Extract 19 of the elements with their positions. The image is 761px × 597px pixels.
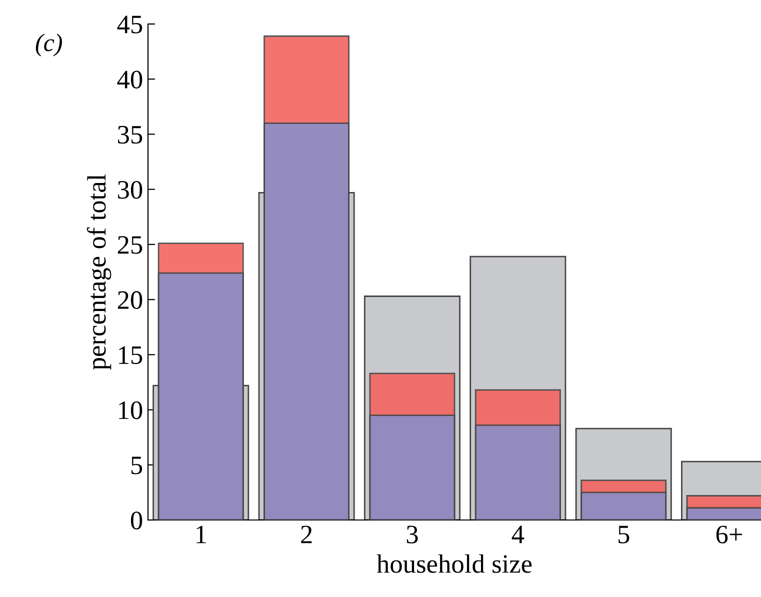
x-tick-label: 6+: [716, 526, 742, 544]
x-axis-title: household size: [376, 554, 532, 573]
y-tick-label: 25: [118, 236, 142, 254]
x-tick-label: 5: [618, 526, 630, 544]
y-tick-label: 15: [119, 346, 142, 364]
y-tick-label: 35: [118, 126, 142, 144]
x-tick-label: 2: [301, 526, 312, 544]
x-tick-label: 1: [196, 526, 206, 544]
y-axis-title: percentage of total: [86, 174, 112, 370]
text: (c): [36, 34, 62, 56]
y-tick-label: 5: [131, 456, 142, 474]
y-tick-label: 0: [130, 512, 142, 530]
x-tick-label: 4: [512, 526, 524, 544]
y-tick-label: 10: [119, 401, 142, 420]
y-tick-label: 30: [118, 180, 142, 199]
y-tick-label: 40: [117, 70, 142, 89]
x-tick-label: 3: [406, 526, 418, 544]
y-tick-label: 45: [117, 16, 142, 34]
y-tick-label: 20: [118, 291, 142, 309]
